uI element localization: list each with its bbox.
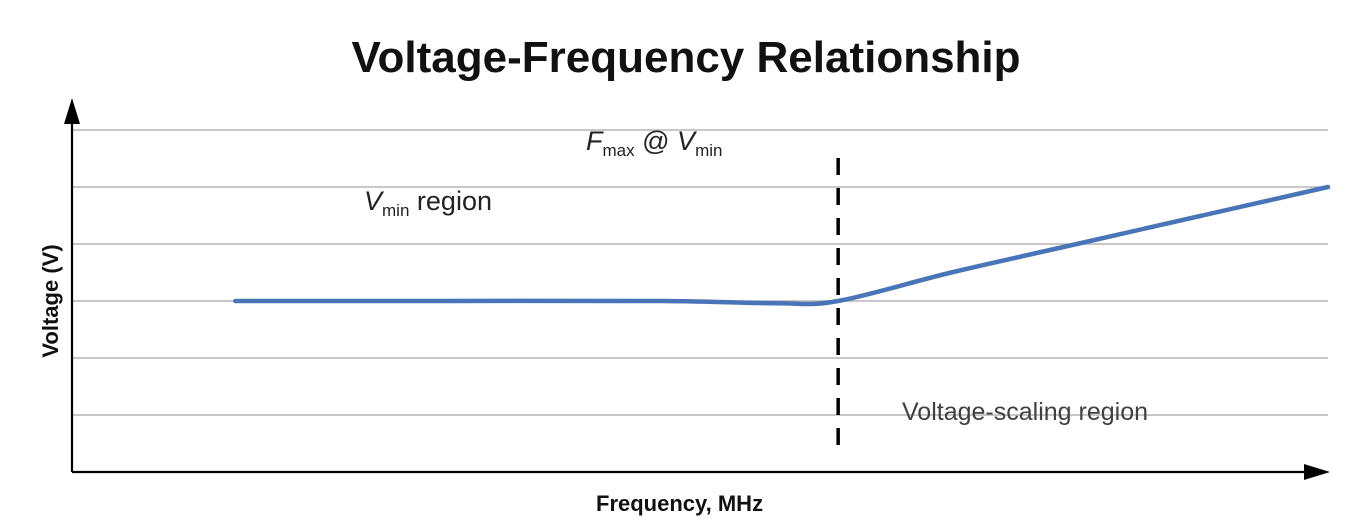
- vmin-region-rest: region: [409, 186, 492, 216]
- axes: [64, 98, 1330, 480]
- vmin-label-main: V: [677, 126, 698, 156]
- series-line-1: [233, 184, 1331, 307]
- vmin-region-label: Vmin region: [364, 186, 492, 220]
- vmin-region-main: V: [364, 186, 385, 216]
- fmax-vmin-label: Fmax @ Vmin: [586, 126, 722, 160]
- vmin-label-sub: min: [695, 141, 722, 160]
- y-axis-arrow: [64, 98, 80, 124]
- chart-title: Voltage-Frequency Relationship: [351, 33, 1020, 82]
- fmax-label-mid: @: [635, 126, 677, 156]
- grid: [72, 129, 1328, 416]
- fmax-label-sub: max: [603, 141, 636, 160]
- fmax-label-main: F: [586, 126, 604, 156]
- x-axis-arrow: [1304, 464, 1330, 480]
- y-axis-label: Voltage (V): [38, 244, 63, 357]
- x-axis-label: Frequency, MHz: [596, 491, 763, 516]
- series: [233, 184, 1331, 307]
- vmin-region-sub: min: [382, 201, 409, 220]
- voltage-scaling-region-label: Voltage-scaling region: [902, 398, 1148, 426]
